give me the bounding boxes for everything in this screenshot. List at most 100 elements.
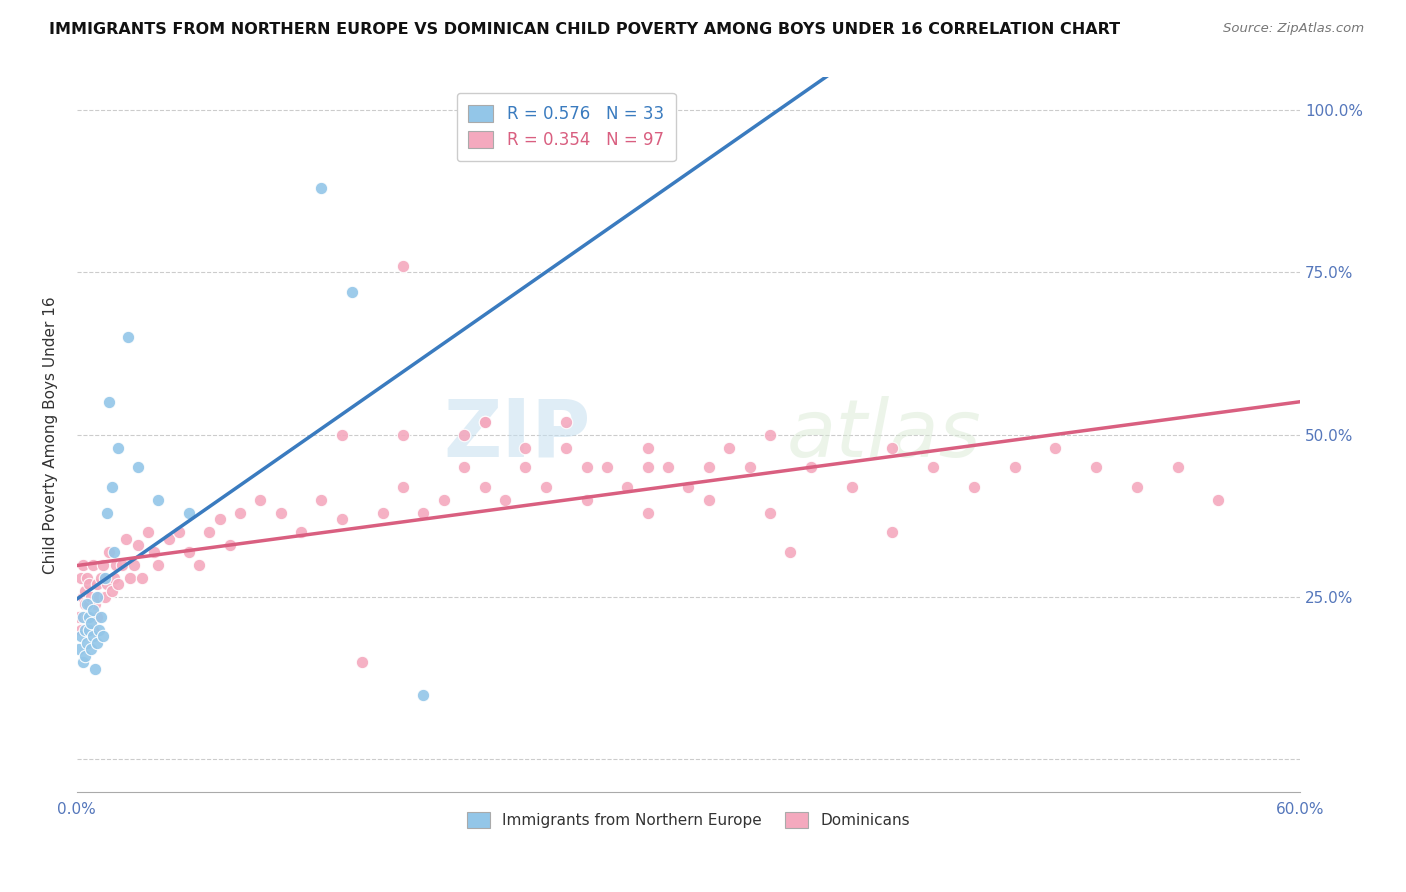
Point <box>555 415 578 429</box>
Point <box>1085 460 1108 475</box>
Point <box>371 506 394 520</box>
Point <box>718 441 741 455</box>
Point <box>80 590 103 604</box>
Point <box>86 577 108 591</box>
Point <box>515 460 537 475</box>
Point <box>77 597 100 611</box>
Point <box>67 609 90 624</box>
Point <box>80 642 103 657</box>
Point <box>72 655 94 669</box>
Point <box>73 648 96 663</box>
Text: ZIP: ZIP <box>443 396 591 474</box>
Point <box>127 538 149 552</box>
Point <box>76 609 98 624</box>
Point <box>89 590 111 604</box>
Point <box>1208 492 1230 507</box>
Point <box>1167 460 1189 475</box>
Point <box>188 558 211 572</box>
Text: Source: ZipAtlas.com: Source: ZipAtlas.com <box>1223 22 1364 36</box>
Point <box>77 623 100 637</box>
Text: atlas: atlas <box>786 396 981 474</box>
Point <box>86 635 108 649</box>
Point <box>392 427 415 442</box>
Point <box>80 609 103 624</box>
Point <box>82 603 104 617</box>
Point <box>453 460 475 475</box>
Point <box>98 395 121 409</box>
Point <box>882 441 904 455</box>
Point <box>104 558 127 572</box>
Point <box>759 427 782 442</box>
Point <box>77 577 100 591</box>
Point <box>392 480 415 494</box>
Point <box>84 597 107 611</box>
Point <box>98 544 121 558</box>
Legend: Immigrants from Northern Europe, Dominicans: Immigrants from Northern Europe, Dominic… <box>461 806 915 834</box>
Point <box>143 544 166 558</box>
Point <box>249 492 271 507</box>
Point <box>122 558 145 572</box>
Point <box>96 577 118 591</box>
Point <box>515 441 537 455</box>
Point <box>208 512 231 526</box>
Point <box>82 623 104 637</box>
Point <box>90 609 112 624</box>
Point <box>136 525 159 540</box>
Point <box>474 480 496 494</box>
Point <box>474 415 496 429</box>
Point <box>841 480 863 494</box>
Point <box>759 506 782 520</box>
Point <box>73 597 96 611</box>
Point <box>198 525 221 540</box>
Point <box>637 506 659 520</box>
Point <box>117 330 139 344</box>
Point <box>270 506 292 520</box>
Point <box>494 492 516 507</box>
Point <box>616 480 638 494</box>
Point <box>218 538 240 552</box>
Point <box>697 492 720 507</box>
Point <box>657 460 679 475</box>
Point <box>177 544 200 558</box>
Point <box>555 441 578 455</box>
Point <box>72 558 94 572</box>
Point <box>575 460 598 475</box>
Point <box>76 571 98 585</box>
Point <box>352 655 374 669</box>
Point <box>96 506 118 520</box>
Point <box>93 558 115 572</box>
Point <box>148 492 170 507</box>
Point <box>148 558 170 572</box>
Point <box>84 661 107 675</box>
Point <box>73 623 96 637</box>
Point <box>290 525 312 540</box>
Point <box>67 642 90 657</box>
Point <box>70 629 93 643</box>
Point <box>779 544 801 558</box>
Point <box>86 590 108 604</box>
Point <box>637 441 659 455</box>
Point <box>433 492 456 507</box>
Point <box>474 415 496 429</box>
Point <box>103 571 125 585</box>
Point <box>738 460 761 475</box>
Point <box>100 583 122 598</box>
Point <box>1045 441 1067 455</box>
Point <box>131 571 153 585</box>
Point <box>392 259 415 273</box>
Text: IMMIGRANTS FROM NORTHERN EUROPE VS DOMINICAN CHILD POVERTY AMONG BOYS UNDER 16 C: IMMIGRANTS FROM NORTHERN EUROPE VS DOMIN… <box>49 22 1121 37</box>
Point <box>107 441 129 455</box>
Point <box>70 623 93 637</box>
Point <box>100 480 122 494</box>
Point <box>157 532 180 546</box>
Point <box>330 512 353 526</box>
Point <box>80 616 103 631</box>
Point <box>76 635 98 649</box>
Point <box>922 460 945 475</box>
Point <box>82 558 104 572</box>
Point <box>167 525 190 540</box>
Point <box>82 629 104 643</box>
Point <box>340 285 363 299</box>
Point <box>72 590 94 604</box>
Point <box>637 460 659 475</box>
